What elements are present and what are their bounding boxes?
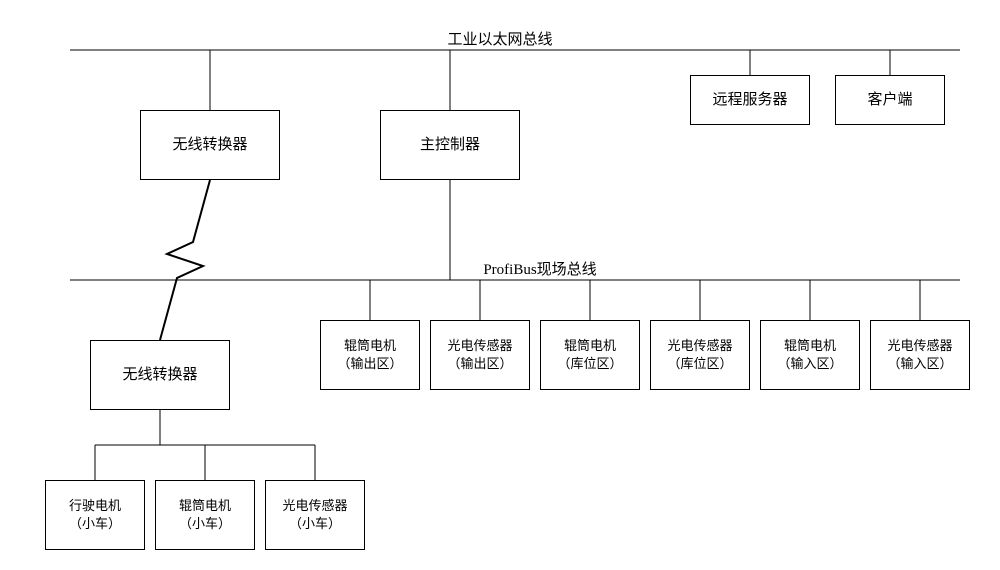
box-label-2: （小车） — [179, 515, 231, 533]
box-label-1: 辊筒电机 — [344, 337, 396, 355]
roller-motor-output: 辊筒电机 （输出区） — [320, 320, 420, 390]
box-label-2: （输出区） — [447, 355, 512, 373]
box-label-2: （输入区） — [777, 355, 842, 373]
box-label-1: 辊筒电机 — [179, 497, 231, 515]
remote-server: 远程服务器 — [690, 75, 810, 125]
photo-sensor-cart: 光电传感器 （小车） — [265, 480, 365, 550]
box-label-2: （输入区） — [887, 355, 952, 373]
box-label: 客户端 — [867, 90, 912, 111]
box-label-1: 光电传感器 — [667, 337, 732, 355]
box-label-1: 辊筒电机 — [784, 337, 836, 355]
box-label: 无线转换器 — [122, 365, 197, 386]
box-label-1: 光电传感器 — [447, 337, 512, 355]
box-label-2: （小车） — [289, 515, 341, 533]
ethernet-bus-label: 工业以太网总线 — [400, 28, 600, 49]
client: 客户端 — [835, 75, 945, 125]
box-label-1: 光电传感器 — [887, 337, 952, 355]
box-label-1: 行驶电机 — [69, 497, 121, 515]
box-label: 无线转换器 — [172, 135, 247, 156]
box-label-2: （小车） — [69, 515, 121, 533]
wireless-converter-bottom: 无线转换器 — [90, 340, 230, 410]
box-label-2: （库位区） — [557, 355, 622, 373]
roller-motor-input: 辊筒电机 （输入区） — [760, 320, 860, 390]
roller-motor-cart: 辊筒电机 （小车） — [155, 480, 255, 550]
photo-sensor-output: 光电传感器 （输出区） — [430, 320, 530, 390]
box-label-2: （输出区） — [337, 355, 402, 373]
box-label: 远程服务器 — [712, 90, 787, 111]
wireless-converter-top: 无线转换器 — [140, 110, 280, 180]
box-label-1: 辊筒电机 — [564, 337, 616, 355]
box-label-2: （库位区） — [667, 355, 732, 373]
box-label: 主控制器 — [420, 135, 480, 156]
photo-sensor-input: 光电传感器 （输入区） — [870, 320, 970, 390]
drive-motor-cart: 行驶电机 （小车） — [45, 480, 145, 550]
photo-sensor-stock: 光电传感器 （库位区） — [650, 320, 750, 390]
profibus-bus-label: ProfiBus现场总线 — [440, 258, 640, 279]
roller-motor-stock: 辊筒电机 （库位区） — [540, 320, 640, 390]
box-label-1: 光电传感器 — [282, 497, 347, 515]
main-controller: 主控制器 — [380, 110, 520, 180]
